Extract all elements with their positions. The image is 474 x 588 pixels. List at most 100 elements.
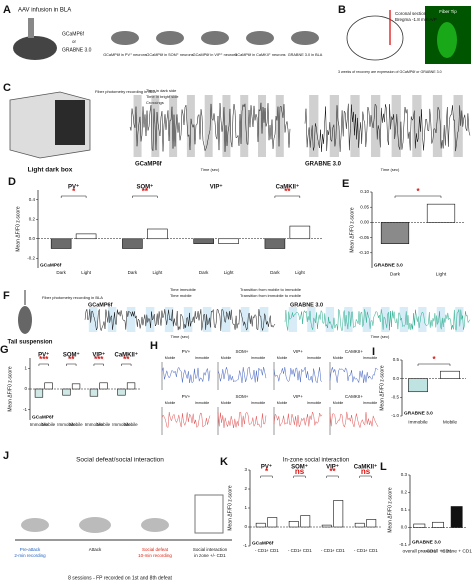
epoch-shade — [288, 307, 298, 332]
axis-label: Time (sec) — [381, 167, 400, 172]
bar — [288, 520, 299, 528]
x-tick-label: Dark — [56, 270, 66, 275]
epoch-shade — [412, 95, 422, 157]
recording-label: Fiber photometry recording in BLA — [42, 295, 103, 300]
state-label: Immobile — [251, 356, 266, 360]
y-tick-label: 0.5 — [393, 357, 400, 362]
bar — [333, 500, 344, 528]
significance-label: ns — [361, 467, 371, 476]
x-tick-label: Immobile — [112, 422, 131, 427]
bar — [354, 522, 365, 528]
significance-label: *** — [39, 355, 49, 364]
connector: or — [72, 39, 77, 44]
legend-label: GCaMP6f — [40, 262, 62, 268]
x-tick-label: overall +CD1 — [424, 548, 452, 554]
epoch-shade — [309, 95, 319, 157]
construct: GRABNE 3.0 — [62, 47, 92, 53]
group-label: SOM+ — [236, 394, 249, 399]
group-label: CaMKII⁺ — [354, 464, 378, 471]
panel-label: I — [372, 346, 375, 358]
step-label: 10-min recording — [138, 553, 172, 558]
group-label: CaMKII⁺ — [114, 352, 138, 359]
bar — [117, 388, 126, 396]
epoch-shade — [329, 95, 340, 157]
y-tick-label: 0.2 — [29, 216, 36, 221]
brain-section — [346, 15, 404, 61]
epoch-shade — [88, 307, 98, 332]
panel-label: K — [220, 456, 228, 468]
signal-trace — [161, 411, 211, 428]
x-tick-label: Mobile — [69, 422, 83, 427]
signal-trace — [329, 367, 379, 384]
mouse-icon — [79, 517, 111, 533]
significance-bracket — [121, 363, 132, 366]
significance-bracket — [417, 363, 451, 366]
trace-label: GRABNE 3.0 — [305, 162, 342, 168]
mouse-icon — [201, 31, 229, 45]
bar — [432, 521, 444, 528]
significance-label: ** — [284, 187, 291, 196]
epoch-shade — [275, 95, 284, 157]
group-label: VIP⁺ — [210, 184, 223, 191]
signal-trace — [304, 103, 471, 152]
y-tick-label: 0.3 — [401, 472, 408, 477]
y-tick-label: -0.1 — [399, 542, 407, 547]
epoch-shade — [222, 95, 231, 157]
y-tick-label: -0.2 — [27, 255, 35, 260]
mouse-icon — [246, 31, 274, 45]
x-tick-label: Immobile — [408, 419, 428, 425]
step-label: Pre-attack — [20, 547, 41, 552]
bar — [440, 370, 460, 379]
step-label: 2-min recording — [14, 553, 46, 558]
mouse-icon — [21, 518, 49, 532]
state-label: Immobile — [307, 401, 322, 405]
step-label: Social interaction — [193, 547, 228, 552]
signal-trace — [161, 366, 211, 384]
y-tick-label: 0.4 — [29, 197, 36, 202]
section-label: Coronal section — [395, 11, 427, 16]
signal-trace — [329, 411, 379, 429]
panel-label: L — [380, 461, 387, 473]
group-label: PV⁺ — [261, 464, 272, 471]
y-tick-label: 0.00 — [360, 220, 369, 225]
construct: GCaMP6f — [62, 31, 85, 37]
bar — [44, 382, 53, 390]
state-label: Mobile — [165, 401, 176, 405]
mouse-icon — [18, 306, 32, 334]
group-label: SOM⁺ — [291, 464, 308, 471]
y-tick-label: -0.5 — [391, 395, 399, 400]
step-label: in zone +/- CD1 — [194, 553, 226, 558]
significance-label: * — [265, 467, 269, 476]
signal-trace — [129, 102, 291, 152]
x-tick-label: Light — [224, 270, 235, 275]
y-axis-label: Mean ΔF/F0 z-score — [349, 207, 355, 253]
y-tick-label: 0.1 — [401, 507, 408, 512]
x-tick-label: Dark — [270, 270, 280, 275]
mouse-icon — [291, 31, 319, 45]
significance-bracket — [60, 195, 87, 198]
y-tick-label: 0 — [244, 524, 247, 529]
group-label: VIP⁺ — [326, 464, 339, 471]
note: 3 weeks of recovery are expression of GC… — [338, 70, 442, 74]
significance-bracket — [359, 475, 372, 478]
bar — [289, 225, 311, 240]
step-label: GRABNE 3.0 in BLA — [288, 53, 323, 57]
caption: Light dark box — [28, 167, 73, 174]
x-tick-label: overall pre-CD1 — [403, 548, 437, 554]
x-tick-label: Dark — [199, 270, 209, 275]
group-label: PV⁺ — [68, 184, 79, 191]
bar — [300, 515, 311, 528]
significance-bracket — [293, 475, 306, 478]
y-axis-label: Mean ΔF/F0 z-score — [7, 366, 13, 412]
epoch-shade — [204, 95, 213, 157]
state-label: Mobile — [165, 356, 176, 360]
mouse-row — [21, 517, 169, 533]
y-tick-label: 3 — [244, 467, 247, 472]
state-label: Mobile — [333, 356, 344, 360]
state-label: Mobile — [221, 401, 232, 405]
recording-label: Fiber photometry recording in BLA — [95, 89, 156, 94]
mouse-icon — [156, 31, 184, 45]
y-tick-label: 2 — [244, 486, 247, 491]
y-tick-label: 0.0 — [393, 376, 400, 381]
group-label: PV+ — [182, 394, 191, 399]
